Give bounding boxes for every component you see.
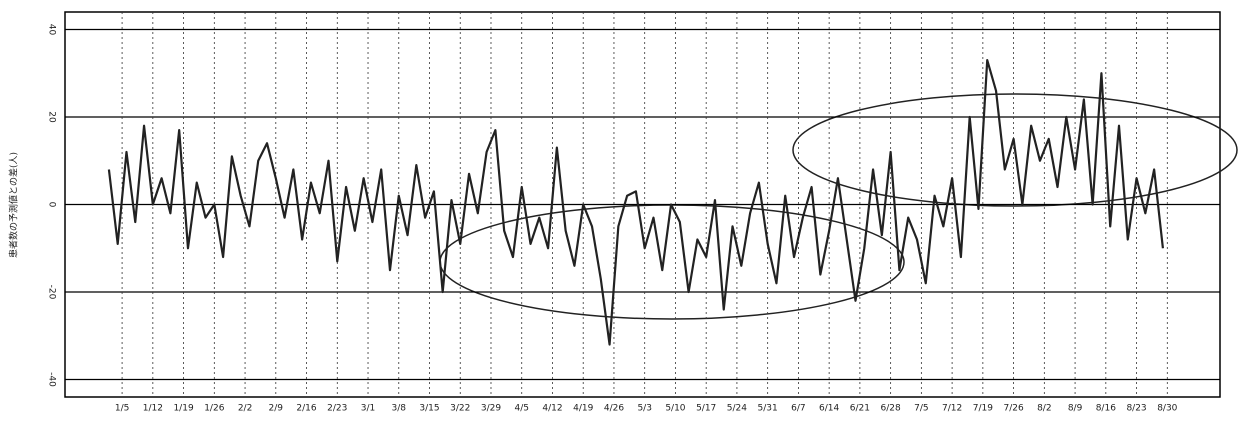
x-tick-label: 8/30 [1157, 404, 1177, 414]
x-tick-label: 1/12 [143, 404, 163, 414]
x-tick-label: 2/23 [327, 404, 347, 414]
x-tick-label: 1/26 [204, 404, 224, 414]
x-tick-label: 4/12 [542, 404, 562, 414]
x-tick-label: 8/23 [1126, 404, 1146, 414]
x-tick-label: 1/5 [115, 404, 129, 414]
x-tick-label: 6/7 [791, 404, 805, 414]
y-tick-label: 0 [47, 202, 57, 208]
highlight-ellipse [439, 204, 905, 320]
x-tick-label: 2/16 [296, 404, 316, 414]
y-tick-label: -40 [47, 372, 57, 387]
x-tick-label: 1/19 [173, 404, 193, 414]
x-tick-label: 6/21 [850, 404, 870, 414]
x-tick-label: 4/26 [604, 404, 624, 414]
y-tick-label: 40 [47, 24, 57, 36]
x-tick-label: 5/3 [637, 404, 651, 414]
x-tick-label: 8/16 [1096, 404, 1116, 414]
x-tick-label: 6/28 [881, 404, 901, 414]
x-tick-label: 5/17 [696, 404, 716, 414]
x-tick-label: 8/2 [1037, 404, 1051, 414]
x-tick-label: 8/9 [1068, 404, 1083, 414]
x-tick-label: 5/10 [665, 404, 685, 414]
highlight-ellipse [792, 93, 1238, 207]
x-tick-label: 2/2 [238, 404, 252, 414]
x-tick-label: 7/26 [1003, 404, 1023, 414]
x-tick-label: 3/1 [361, 404, 375, 414]
x-tick-label: 4/19 [573, 404, 593, 414]
data-line [107, 59, 1165, 346]
x-tick-label: 7/5 [914, 404, 928, 414]
x-tick-label: 5/24 [727, 404, 747, 414]
y-axis-title: 患者数の予測値との差(人) [8, 152, 20, 258]
x-tick-label: 5/31 [758, 404, 778, 414]
x-tick-label: 2/9 [269, 404, 284, 414]
x-tick-label: 7/19 [973, 404, 993, 414]
y-tick-label: 20 [47, 111, 57, 123]
x-tick-label: 3/29 [481, 404, 501, 414]
x-tick-label: 6/14 [819, 404, 839, 414]
x-tick-label: 3/22 [450, 404, 470, 414]
x-tick-label: 3/8 [392, 404, 407, 414]
y-tick-label: -20 [47, 285, 57, 300]
x-tick-label: 4/5 [514, 404, 528, 414]
x-tick-label: 3/15 [419, 404, 439, 414]
x-tick-label: 7/12 [942, 404, 962, 414]
